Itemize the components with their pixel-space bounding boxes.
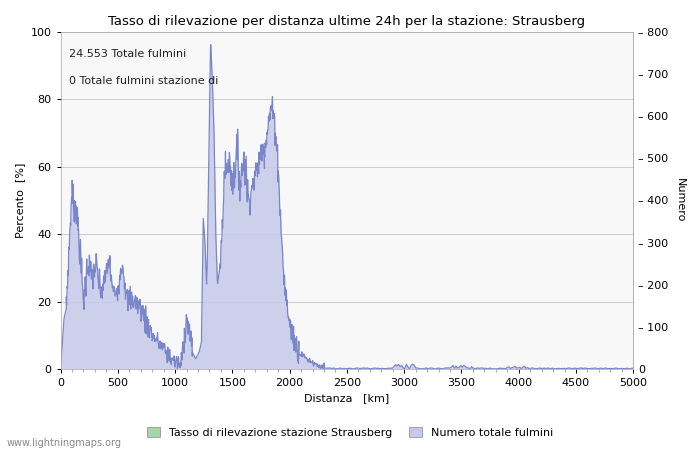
Y-axis label: Percento  [%]: Percento [%] xyxy=(15,163,25,238)
Title: Tasso di rilevazione per distanza ultime 24h per la stazione: Strausberg: Tasso di rilevazione per distanza ultime… xyxy=(108,15,585,28)
Legend: Tasso di rilevazione stazione Strausberg, Numero totale fulmini: Tasso di rilevazione stazione Strausberg… xyxy=(142,423,558,442)
Text: 24.553 Totale fulmini: 24.553 Totale fulmini xyxy=(69,49,186,59)
Text: www.lightningmaps.org: www.lightningmaps.org xyxy=(7,438,122,448)
Text: 0 Totale fulmini stazione di: 0 Totale fulmini stazione di xyxy=(69,76,218,86)
Y-axis label: Numero: Numero xyxy=(675,178,685,223)
X-axis label: Distanza   [km]: Distanza [km] xyxy=(304,393,389,404)
